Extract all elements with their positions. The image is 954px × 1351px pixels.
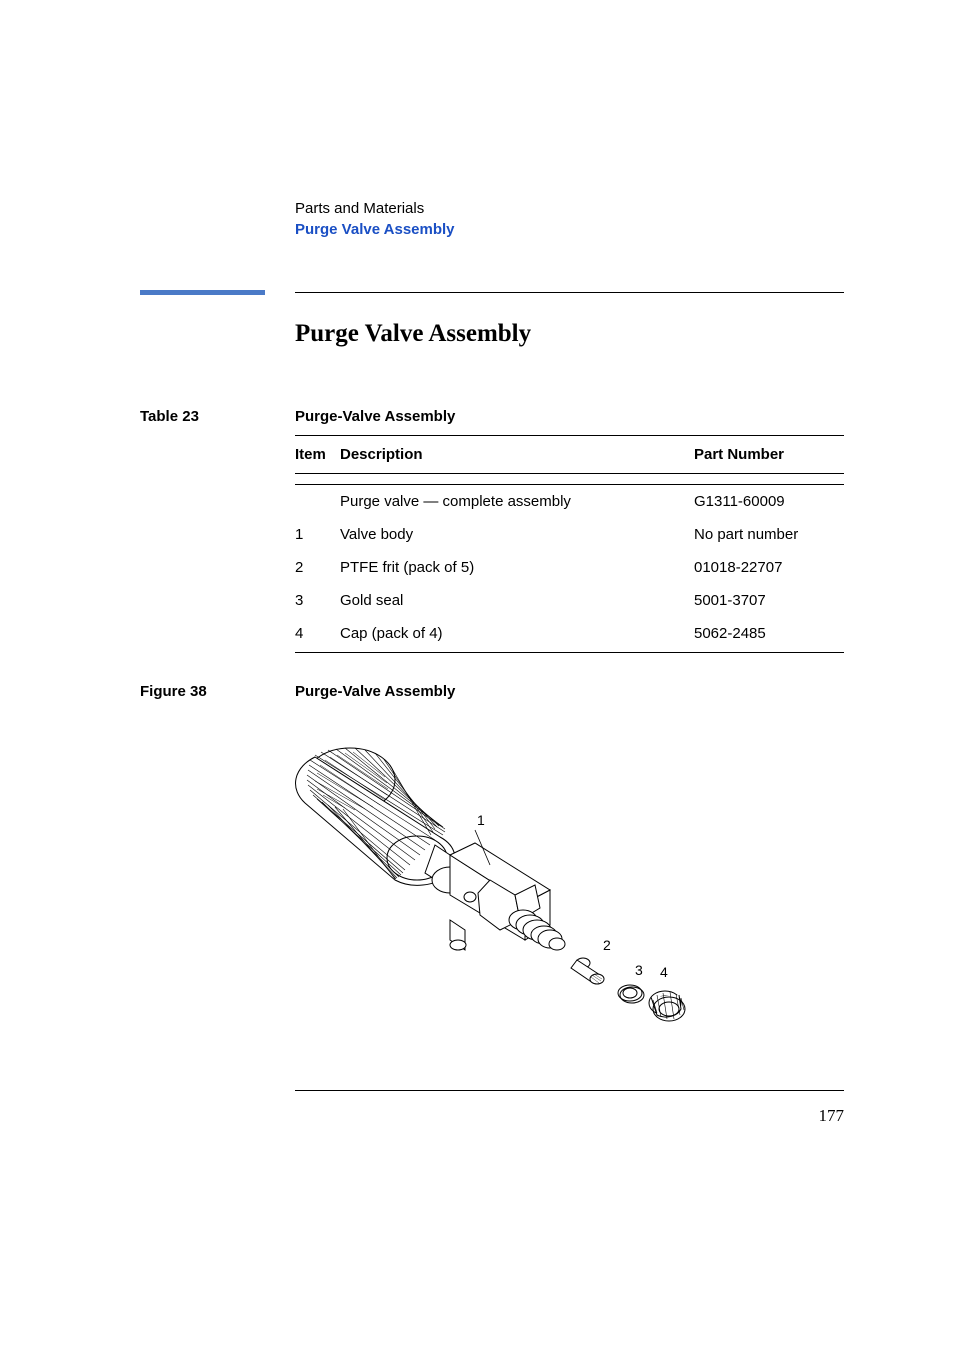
cell-item: 3 [295,584,340,617]
cell-description: Valve body [340,518,694,551]
table-row: Purge valve — complete assembly G1311-60… [295,485,844,519]
table-label: Table 23 [140,408,295,425]
parts-table: Item Description Part Number Purge valve… [295,435,844,653]
callout-4: 4 [660,964,668,980]
table-header-description: Description [340,436,694,474]
figure-caption: Purge-Valve Assembly [295,683,844,700]
callout-2: 2 [603,937,611,953]
cell-description: Purge valve — complete assembly [340,485,694,519]
table-row: 3 Gold seal 5001-3707 [295,584,844,617]
breadcrumb-subsection: Purge Valve Assembly [295,221,844,238]
cell-part-number: 5001-3707 [694,584,844,617]
cell-description: Cap (pack of 4) [340,617,694,653]
breadcrumb-section: Parts and Materials [295,200,844,217]
cell-description: Gold seal [340,584,694,617]
table-row: 2 PTFE frit (pack of 5) 01018-22707 [295,551,844,584]
cell-part-number: G1311-60009 [694,485,844,519]
figure-label: Figure 38 [140,683,295,700]
table-header-part-number: Part Number [694,436,844,474]
page-number: 177 [819,1106,845,1126]
table-header-item: Item [295,436,340,474]
cell-description: PTFE frit (pack of 5) [340,551,694,584]
cell-part-number: 01018-22707 [694,551,844,584]
header-rule [140,290,844,295]
cell-item: 2 [295,551,340,584]
cell-part-number: 5062-2485 [694,617,844,653]
page-title: Purge Valve Assembly [295,320,844,348]
callout-3: 3 [635,962,643,978]
table-caption: Purge-Valve Assembly [295,408,844,435]
assembly-diagram: 1 2 3 4 [295,725,844,1030]
cell-item [295,485,340,519]
footer-rule [295,1090,844,1091]
cell-part-number: No part number [694,518,844,551]
table-row: 4 Cap (pack of 4) 5062-2485 [295,617,844,653]
cell-item: 1 [295,518,340,551]
table-row: 1 Valve body No part number [295,518,844,551]
cell-item: 4 [295,617,340,653]
callout-1: 1 [477,812,485,828]
